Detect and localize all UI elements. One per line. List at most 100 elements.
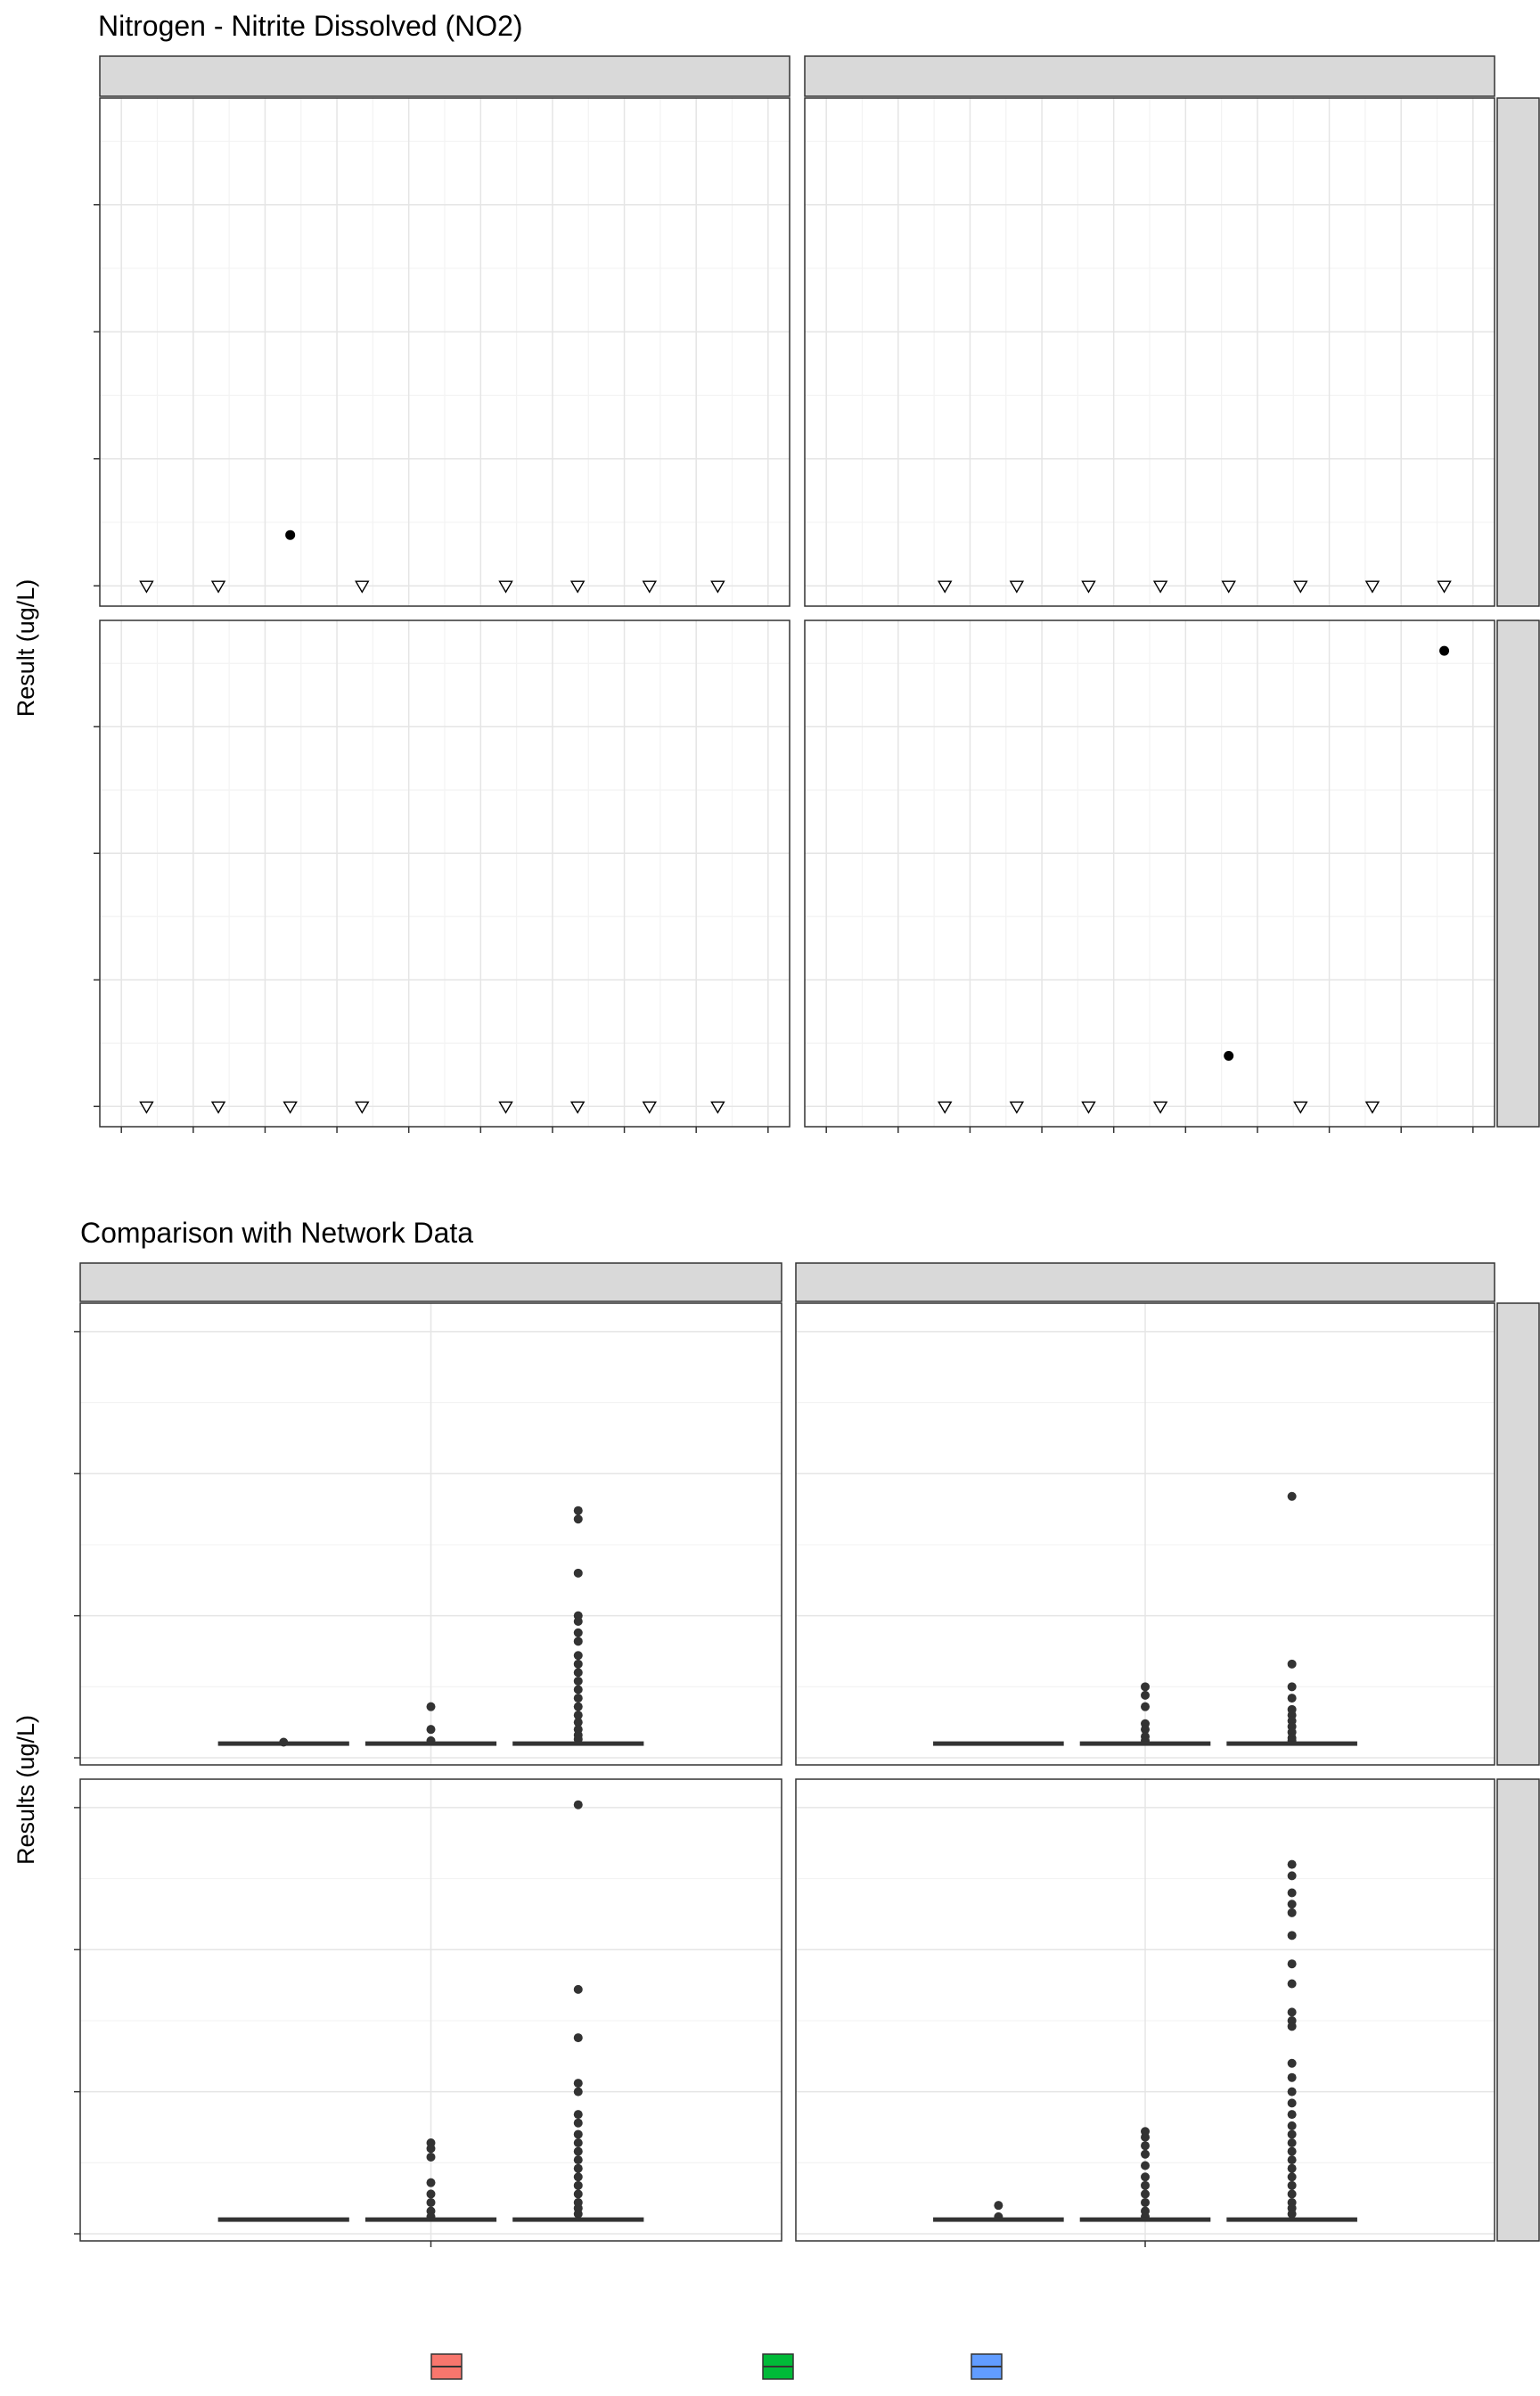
below-detection-marker <box>1152 580 1168 594</box>
below-detection-marker <box>498 1101 513 1114</box>
chart1-title: Nitrogen - Nitrite Dissolved (NO2) <box>98 10 523 42</box>
chart2-panels <box>74 1262 1540 2247</box>
outlier-point <box>426 1725 436 1735</box>
outlier-point <box>1141 2161 1150 2170</box>
outlier-point <box>573 1668 583 1678</box>
outlier-point <box>573 1637 583 1646</box>
outlier-point <box>1141 2189 1150 2199</box>
outlier-point <box>573 1702 583 1711</box>
outlier-point <box>1287 2098 1297 2108</box>
outlier-point <box>1141 1690 1150 1700</box>
panel-border <box>804 620 1495 1128</box>
below-detection-marker <box>1009 580 1025 594</box>
outlier-point <box>573 2146 583 2156</box>
panel-border <box>795 1302 1495 1766</box>
outlier-point <box>573 1617 583 1627</box>
detected-point <box>1439 645 1450 656</box>
box-regional-data <box>1079 2217 1211 2222</box>
outlier-point <box>573 2079 583 2088</box>
outlier-point <box>1287 1682 1297 1692</box>
facet-strip-hypolimnion <box>1496 1778 1540 2242</box>
outlier-point <box>426 2197 436 2207</box>
outlier-point <box>573 2087 583 2096</box>
outlier-point <box>1287 1859 1297 1869</box>
outlier-point <box>1287 2138 1297 2148</box>
box-fraser-lake-central-basin <box>217 1741 349 1746</box>
below-detection-marker <box>210 580 226 594</box>
below-detection-marker <box>1081 1101 1096 1114</box>
outlier-point <box>1141 2197 1150 2207</box>
box-regional-data <box>365 2217 497 2222</box>
below-detection-marker <box>569 1101 586 1114</box>
outlier-point <box>573 1718 583 1727</box>
outlier-point <box>1287 2022 1297 2031</box>
below-detection-marker <box>710 1101 725 1114</box>
below-detection-marker <box>938 580 953 594</box>
outlier-point <box>1287 1979 1297 1989</box>
box-network-data <box>1226 1741 1357 1746</box>
below-detection-marker <box>1152 1101 1168 1114</box>
box-fraser-lake-central-basin <box>217 2217 349 2222</box>
outlier-point <box>1141 2141 1150 2151</box>
outlier-point <box>1287 2110 1297 2120</box>
facet-strip-spring <box>79 1262 782 1302</box>
below-detection-marker <box>498 580 513 594</box>
outlier-point <box>573 2129 583 2139</box>
below-detection-marker <box>710 580 725 594</box>
outlier-point <box>1287 2007 1297 2017</box>
outlier-point <box>573 2172 583 2182</box>
box-fraser-lake-central-basin <box>933 1741 1064 1746</box>
below-detection-marker <box>642 1101 657 1114</box>
box-network-data <box>1226 2217 1357 2222</box>
outlier-point <box>994 2201 1003 2211</box>
outlier-point <box>1287 2209 1297 2219</box>
outlier-point <box>1287 1908 1297 1917</box>
facet-strip-summer <box>795 1262 1495 1302</box>
box-regional-data <box>365 1741 497 1746</box>
outlier-point <box>573 1800 583 1809</box>
outlier-point <box>1287 2058 1297 2068</box>
below-detection-marker <box>1293 1101 1308 1114</box>
outlier-point <box>1287 1931 1297 1941</box>
below-detection-marker <box>642 580 657 594</box>
facet-strip-summer <box>804 55 1495 97</box>
facet-strip-epilimnion <box>1496 97 1540 607</box>
panel-border <box>99 620 790 1128</box>
outlier-point <box>573 1984 583 1994</box>
outlier-point <box>573 2138 583 2148</box>
outlier-point <box>1141 2132 1150 2142</box>
outlier-point <box>1141 1702 1150 1711</box>
outlier-point <box>1287 2072 1297 2082</box>
below-detection-marker <box>1081 580 1096 594</box>
outlier-point <box>1287 1871 1297 1881</box>
below-detection-marker <box>1364 1101 1380 1114</box>
outlier-point <box>573 2118 583 2128</box>
outlier-point <box>1287 1694 1297 1703</box>
outlier-point <box>1287 2189 1297 2199</box>
outlier-point <box>1287 2180 1297 2190</box>
outlier-point <box>426 1702 436 1711</box>
chart2-title: Comparison with Network Data <box>80 1217 473 1249</box>
detected-point <box>1224 1050 1234 1061</box>
outlier-point <box>1287 2146 1297 2156</box>
chart2-ylabel: Results (ug/L) <box>12 1715 39 1865</box>
below-detection-marker <box>569 580 586 594</box>
panel-border <box>99 97 790 607</box>
below-detection-marker <box>1293 580 1308 594</box>
below-detection-marker <box>1009 1101 1025 1114</box>
outlier-point <box>1287 1900 1297 1909</box>
outlier-point <box>1287 2155 1297 2165</box>
facet-strip-epilimnion <box>1496 1302 1540 1766</box>
outlier-point <box>1141 2149 1150 2159</box>
outlier-point <box>1287 2087 1297 2096</box>
outlier-point <box>1141 2180 1150 2190</box>
outlier-point <box>573 2180 583 2190</box>
outlier-point <box>573 2163 583 2173</box>
outlier-point <box>573 1659 583 1669</box>
below-detection-marker <box>355 1101 370 1114</box>
panel-border <box>804 97 1495 607</box>
outlier-point <box>1287 1491 1297 1501</box>
outlier-point <box>573 2189 583 2199</box>
outlier-point <box>1287 2172 1297 2182</box>
below-detection-marker <box>210 1101 226 1114</box>
